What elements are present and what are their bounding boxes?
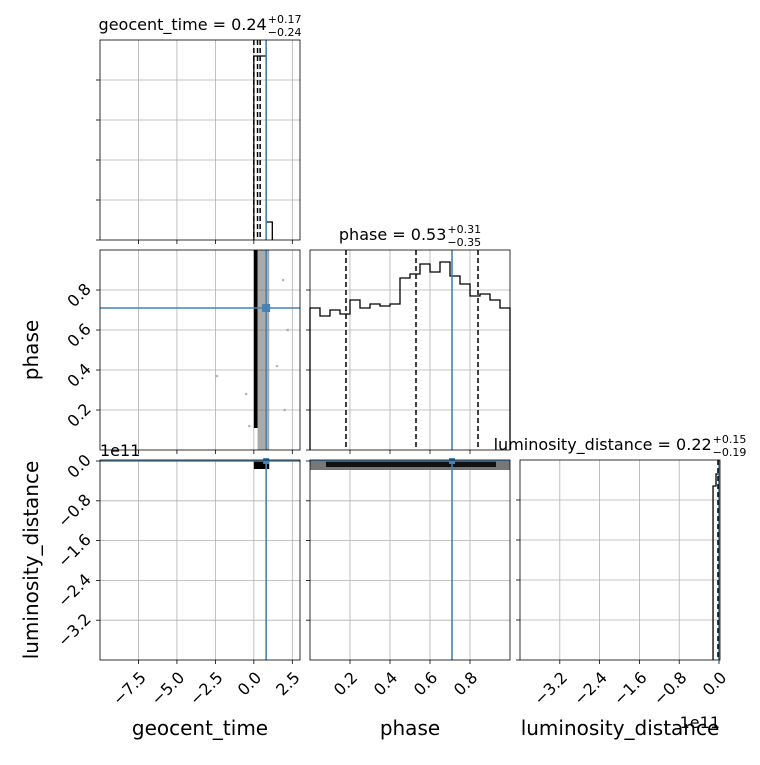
- geo-phase-ytick-label-3: 0.8: [63, 279, 94, 310]
- phase-hist-frame: [309, 249, 511, 451]
- geocent-title-sup: +0.17: [268, 13, 302, 26]
- geo-phase-point-5: [244, 392, 248, 396]
- geo-phase-density-core: [253, 250, 258, 428]
- geo-phase-frame: [99, 249, 301, 451]
- geo-phase-ytick-label-0: 0.2: [63, 399, 94, 430]
- phase-hist-steps: [309, 261, 511, 450]
- geo-lum-truth-marker: [263, 457, 270, 464]
- phase-title: phase = 0.53 +0.31−0.35: [339, 223, 481, 249]
- x-axis-label-geocent-time: geocent_time: [132, 716, 268, 740]
- y-axis-label-phase: phase: [19, 320, 43, 380]
- geo-phase-truth-marker: [262, 304, 271, 312]
- phase-lum-truth-marker: [449, 457, 455, 464]
- phase-lum-frame: [309, 459, 511, 661]
- phase-title-sup: +0.31: [447, 223, 481, 236]
- lum-hist-xtick-label-3: −0.8: [650, 668, 691, 709]
- geo-lum-y-offset-text: 1e11: [100, 441, 140, 460]
- phase-title-sub: −0.35: [447, 236, 481, 249]
- phase-lum-xtick-label-1: 0.4: [370, 668, 401, 699]
- lum-hist-xtick-label-1: −2.4: [570, 668, 611, 709]
- geo-lum-density: [253, 461, 270, 469]
- lum-title-sub: −0.19: [713, 446, 747, 459]
- geo-lum-xtick-label-0: −7.5: [109, 668, 150, 709]
- y-axis-label-luminosity-distance: luminosity_distance: [19, 461, 43, 660]
- geocent-hist-steps: [253, 55, 273, 240]
- geo-lum-xtick-label-4: 2.5: [272, 668, 303, 699]
- phase-lum-xtick-label-0: 0.2: [330, 668, 361, 699]
- geo-phase-ytick-label-2: 0.6: [63, 319, 94, 350]
- geo-lum-xtick-label-2: −2.5: [186, 668, 227, 709]
- geo-phase-point-0: [215, 374, 219, 378]
- lum-hist-xtick-label-4: 0.0: [699, 668, 730, 699]
- phase-lum-xtick-label-3: 0.8: [450, 668, 481, 699]
- geocent-title-main: geocent_time = 0.24: [99, 15, 267, 35]
- geo-phase-point-6: [283, 408, 286, 412]
- lum-title-sup: +0.15: [713, 433, 747, 446]
- geo-phase-point-2: [275, 364, 279, 368]
- geo-lum-ytick-label-4: 0.0: [63, 450, 94, 481]
- phase-lum-density-core: [326, 461, 496, 467]
- geocent-title-sub: −0.24: [268, 26, 302, 39]
- lum-x-offset-text: 1e11: [680, 713, 720, 732]
- lum-hist-frame: [519, 459, 721, 661]
- geo-lum-xtick-label-1: −5.0: [147, 668, 188, 709]
- phase-title-main: phase = 0.53: [339, 225, 446, 244]
- geo-phase-point-4: [281, 278, 285, 282]
- lum-hist-xtick-label-2: −1.6: [610, 668, 651, 709]
- geo-lum-frame: [99, 459, 301, 661]
- geo-lum-xtick-label-3: 0.0: [234, 668, 265, 699]
- lum-hist-xtick-label-0: −3.2: [530, 668, 571, 709]
- geo-lum-ytick-label-2: −1.6: [54, 530, 95, 571]
- geocent-hist-frame: [99, 39, 301, 241]
- geo-phase-ytick-label-1: 0.4: [63, 359, 94, 390]
- geo-phase-density-halo: [257, 250, 270, 450]
- x-axis-label-phase: phase: [380, 716, 440, 740]
- geo-lum-ytick-label-3: −0.8: [54, 490, 95, 531]
- geo-phase-point-3: [286, 328, 289, 332]
- geo-lum-ytick-label-0: −3.2: [54, 610, 95, 651]
- geo-phase-point-1: [247, 424, 251, 428]
- geo-lum-ytick-label-1: −2.4: [54, 570, 95, 611]
- phase-lum-xtick-label-2: 0.6: [410, 668, 441, 699]
- geocent-title: geocent_time = 0.24 +0.17−0.24: [99, 13, 302, 39]
- lum-title-main: luminosity_distance = 0.22: [494, 435, 712, 455]
- x-axis-label-luminosity-distance: luminosity_distance: [521, 716, 720, 740]
- lum-title: luminosity_distance = 0.22 +0.15−0.19: [494, 433, 747, 459]
